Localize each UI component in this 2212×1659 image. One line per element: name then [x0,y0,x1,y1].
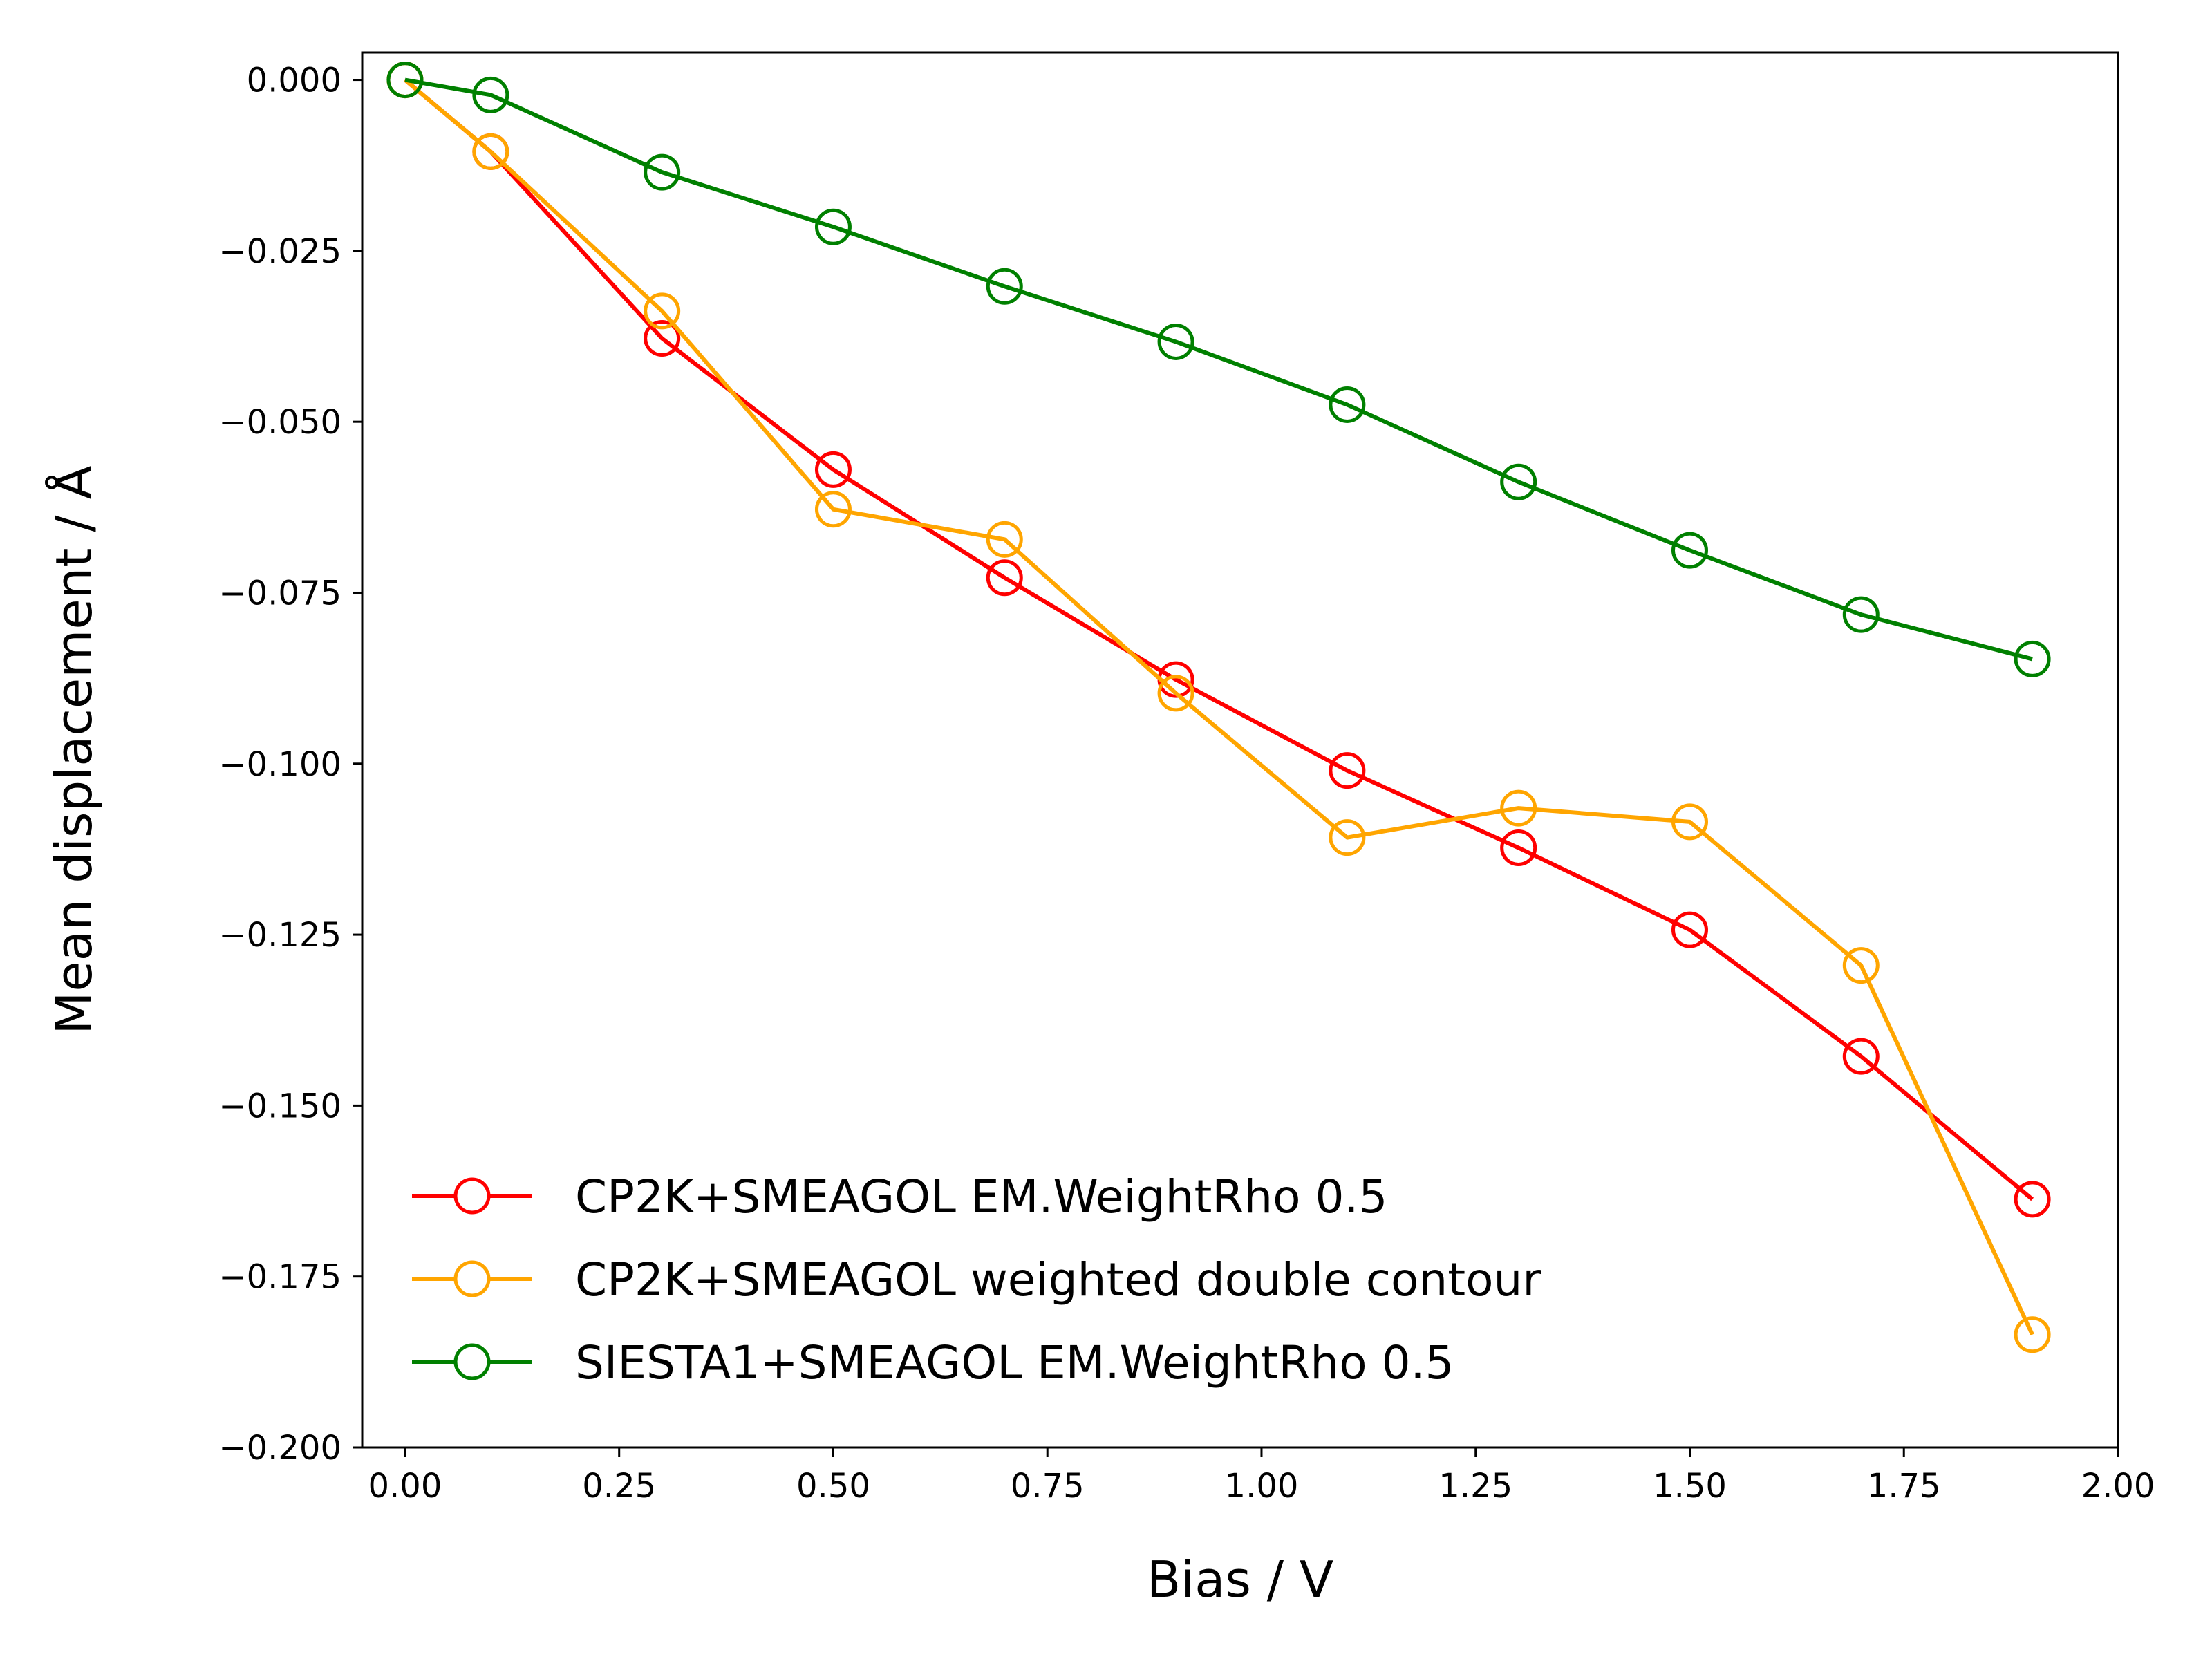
data-point [1157,323,1194,360]
legend-label: CP2K+SMEAGOL weighted double contour [575,1253,1541,1306]
data-point [986,521,1023,558]
legend-item: CP2K+SMEAGOL EM.WeightRho 0.5 [412,1170,1387,1224]
data-point [472,76,509,113]
x-axis-label: Bias / V [1147,1550,1333,1609]
series-line [404,77,2033,662]
legend-marker [453,1343,491,1380]
legend-marker [453,1260,491,1297]
data-point [1671,532,1708,569]
y-tick-label: −0.150 [218,1087,341,1125]
series-2 [386,62,2051,1353]
data-point [1842,596,1880,633]
x-tick-label: 1.75 [1867,1467,1941,1506]
y-tick-label: −0.075 [218,574,341,612]
y-tick-label: 0.000 [247,62,341,100]
data-point [1329,819,1366,856]
data-point [1671,911,1708,948]
data-point [2014,1316,2051,1353]
data-point [1500,829,1537,866]
y-tick-label: −0.200 [218,1429,341,1468]
legend-label: CP2K+SMEAGOL EM.WeightRho 0.5 [575,1170,1387,1224]
x-tick-label: 0.00 [368,1467,442,1506]
x-tick-label: 1.50 [1653,1467,1727,1506]
x-tick-label: 0.50 [796,1467,870,1506]
data-point [386,62,424,99]
legend-marker [453,1177,491,1215]
legend-label: SIESTA1+SMEAGOL EM.WeightRho 0.5 [575,1336,1454,1389]
series-3 [386,62,2051,677]
data-point [1842,1038,1880,1075]
data-point [2014,1181,2051,1218]
data-point [814,451,852,488]
plot-frame [361,51,2119,1449]
x-axis: 0.00 0.25 0.50 0.75 1.00 1.25 1.50 1.75 2.00 [368,1447,2155,1506]
legend: CP2K+SMEAGOL EM.WeightRho 0.5 CP2K+SMEAGO… [412,1170,1541,1389]
data-point [1671,803,1708,841]
y-tick-label: −0.025 [218,232,341,271]
x-tick-label: 1.25 [1438,1467,1512,1506]
y-tick-label: −0.100 [218,745,341,784]
y-tick-label: −0.125 [218,916,341,955]
x-tick-label: 0.75 [1011,1467,1085,1506]
data-point [1842,947,1880,984]
y-tick-label: −0.175 [218,1258,341,1297]
data-point [1157,675,1194,712]
x-tick-label: 0.25 [582,1467,656,1506]
data-point [472,133,509,170]
data-point [986,559,1023,597]
x-tick-label: 1.00 [1225,1467,1299,1506]
legend-item: CP2K+SMEAGOL weighted double contour [412,1253,1541,1306]
data-point [1329,386,1366,423]
x-tick-label: 2.00 [2081,1467,2155,1506]
data-point [644,153,681,191]
data-point [814,208,852,245]
data-point [2014,640,2051,677]
y-axis: 0.000 −0.025 −0.050 −0.075 −0.100 −0.125 −0.15… [218,62,362,1468]
series-line [404,78,2034,1201]
data-point [644,319,681,357]
data-point [986,268,1023,305]
data-point [1500,789,1537,827]
series-line [404,78,2034,1336]
legend-item: SIESTA1+SMEAGOL EM.WeightRho 0.5 [412,1336,1454,1389]
data-point [644,292,681,330]
y-tick-label: −0.050 [218,403,341,442]
y-axis-label: Mean displacement / Å [45,465,103,1035]
data-point [1500,463,1537,500]
series-layer [386,62,2051,1353]
data-point [814,491,852,528]
data-point [1329,752,1366,789]
